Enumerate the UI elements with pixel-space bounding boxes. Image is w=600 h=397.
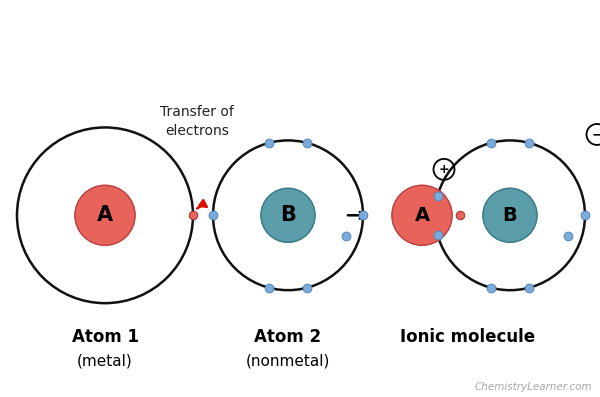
Circle shape [261, 188, 315, 242]
Point [341, 233, 350, 239]
Point [524, 140, 534, 146]
Text: electrons: electrons [165, 124, 229, 139]
Text: B: B [503, 206, 517, 225]
Text: Transfer of: Transfer of [160, 106, 234, 119]
Text: Atom 2: Atom 2 [254, 328, 322, 346]
Text: Ionic molecule: Ionic molecule [400, 328, 536, 346]
Circle shape [75, 185, 135, 245]
Point [188, 212, 198, 218]
Text: A: A [415, 206, 430, 225]
Point [358, 212, 368, 218]
Text: B: B [280, 205, 296, 225]
Circle shape [392, 185, 452, 245]
Point [580, 212, 590, 218]
FancyArrowPatch shape [197, 200, 206, 208]
Point [486, 284, 496, 291]
Point [563, 233, 572, 239]
Point [208, 212, 218, 218]
Point [433, 231, 442, 238]
Point [264, 140, 274, 146]
Circle shape [483, 188, 537, 242]
Point [486, 140, 496, 146]
Point [433, 193, 442, 199]
Text: ChemistryLearner.com: ChemistryLearner.com [475, 382, 592, 392]
Text: +: + [439, 163, 449, 176]
Text: (metal): (metal) [77, 354, 133, 368]
Point [455, 212, 465, 218]
Point [264, 284, 274, 291]
Text: Ionic Bond: Ionic Bond [185, 10, 415, 48]
Text: (nonmetal): (nonmetal) [246, 354, 330, 368]
Point [524, 284, 534, 291]
Point [302, 284, 312, 291]
Point [302, 140, 312, 146]
Text: −: − [591, 127, 600, 141]
Text: A: A [97, 205, 113, 225]
Text: Atom 1: Atom 1 [71, 328, 139, 346]
